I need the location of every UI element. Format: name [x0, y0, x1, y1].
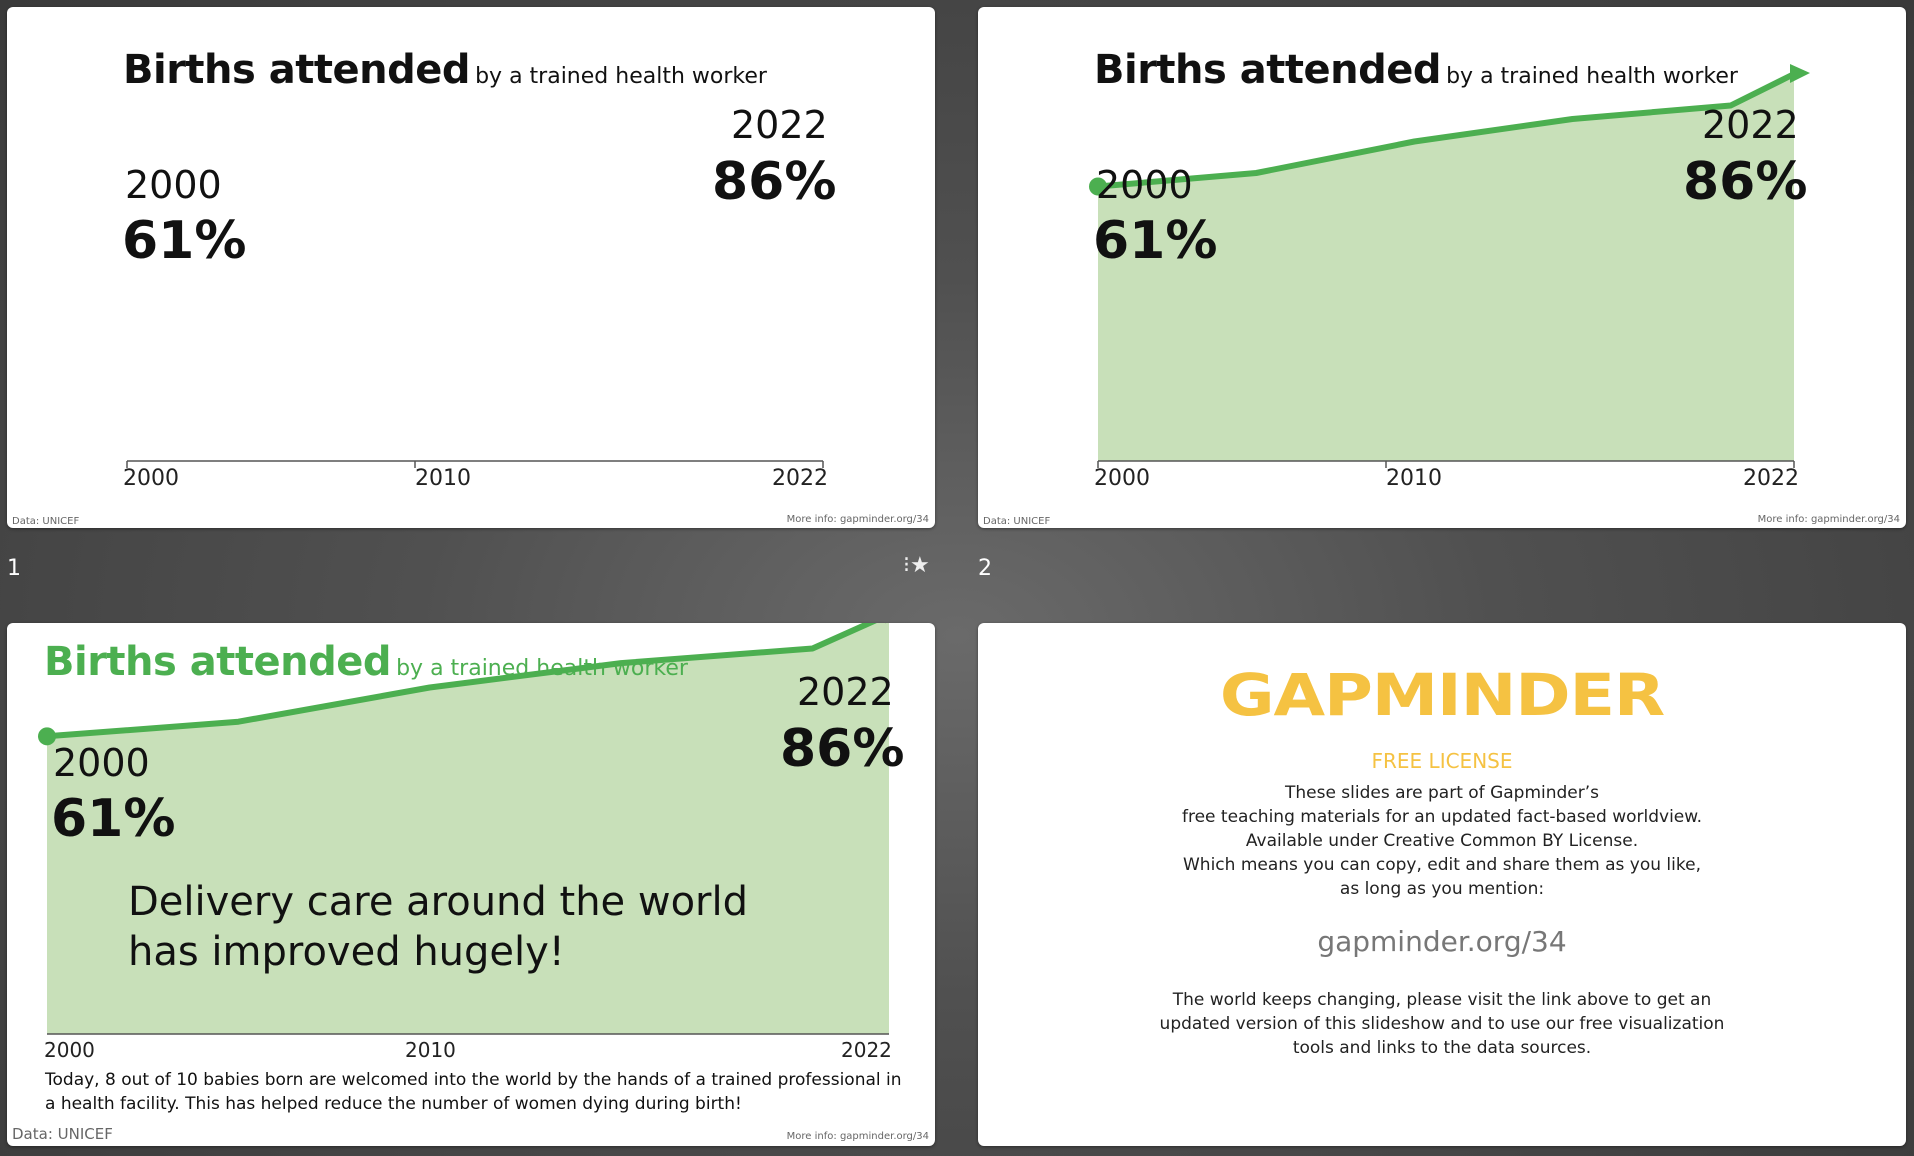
slide-subtitle: by a trained health worker: [396, 656, 688, 681]
slide-subtitle: by a trained health worker: [1446, 64, 1738, 89]
more-info: More info: gapminder.org/34: [786, 514, 929, 525]
end-year-label: 2022: [731, 103, 828, 147]
end-year-label: 2022: [1702, 103, 1799, 147]
explanation-note: Today, 8 out of 10 babies born are welco…: [45, 1070, 902, 1114]
start-value-label: 61%: [122, 211, 247, 271]
x-tick-2000: 2000: [44, 1038, 95, 1062]
slide-title: Births attended: [123, 47, 471, 93]
end-value-label: 86%: [712, 152, 837, 212]
slide-4-thumbnail[interactable]: GAPMINDER FREE LICENSE These slides are …: [978, 623, 1906, 1146]
gapminder-logo: GAPMINDER: [1219, 661, 1665, 729]
start-year-label: 2000: [53, 741, 150, 785]
series-line: [1097, 71, 1796, 190]
x-tick-2022: 2022: [841, 1038, 892, 1062]
animation-star-icon[interactable]: ⁝★: [903, 553, 930, 578]
x-tick-2010: 2010: [415, 466, 471, 491]
area-chart: [1089, 64, 1810, 468]
headline-line-1: Delivery care around the world: [128, 879, 748, 925]
slide-2-thumbnail[interactable]: Births attended by a trained health work…: [978, 7, 1906, 528]
slide-title: Births attended: [44, 639, 392, 685]
start-point: [38, 727, 56, 746]
end-year-label: 2022: [797, 670, 894, 714]
headline: Delivery care around the world has impro…: [128, 877, 748, 977]
more-info: More info: gapminder.org/34: [1757, 514, 1900, 525]
area-chart: [38, 623, 889, 1035]
end-arrow: [1790, 64, 1810, 83]
series-line: [46, 623, 877, 740]
start-value-label: 61%: [51, 789, 176, 849]
area-fill: [47, 623, 889, 1034]
x-tick-2000: 2000: [123, 466, 179, 491]
slide-number-2: 2: [978, 556, 992, 581]
slide-3-thumbnail[interactable]: Births attended by a trained health work…: [7, 623, 935, 1146]
more-info: More info: gapminder.org/34: [786, 1131, 929, 1142]
end-value-label: 86%: [780, 719, 905, 779]
slide-title: Births attended: [1094, 47, 1442, 93]
license-title: FREE LICENSE: [1371, 749, 1513, 773]
start-year-label: 2000: [125, 163, 222, 207]
slide-1-thumbnail[interactable]: Births attended by a trained health work…: [7, 7, 935, 528]
license-text: These slides are part of Gapminder’s fre…: [1181, 783, 1703, 899]
x-tick-2000: 2000: [1094, 466, 1150, 491]
slide-number-1: 1: [7, 556, 21, 581]
data-source: Data: UNICEF: [12, 1125, 113, 1143]
chart-axis: [126, 460, 824, 468]
data-source: Data: UNICEF: [983, 516, 1051, 527]
x-tick-2010: 2010: [405, 1038, 456, 1062]
x-tick-2010: 2010: [1386, 466, 1442, 491]
x-tick-2022: 2022: [772, 466, 828, 491]
start-point: [1089, 177, 1107, 196]
footer-text: The world keeps changing, please visit t…: [1159, 990, 1725, 1058]
data-source: Data: UNICEF: [12, 516, 80, 527]
start-value-label: 61%: [1093, 211, 1218, 271]
end-value-label: 86%: [1683, 152, 1808, 212]
start-year-label: 2000: [1096, 163, 1193, 207]
x-tick-2022: 2022: [1743, 466, 1799, 491]
gapminder-link[interactable]: gapminder.org/34: [1317, 925, 1567, 958]
headline-line-2: has improved hugely!: [128, 929, 565, 975]
slide-subtitle: by a trained health worker: [475, 64, 767, 89]
